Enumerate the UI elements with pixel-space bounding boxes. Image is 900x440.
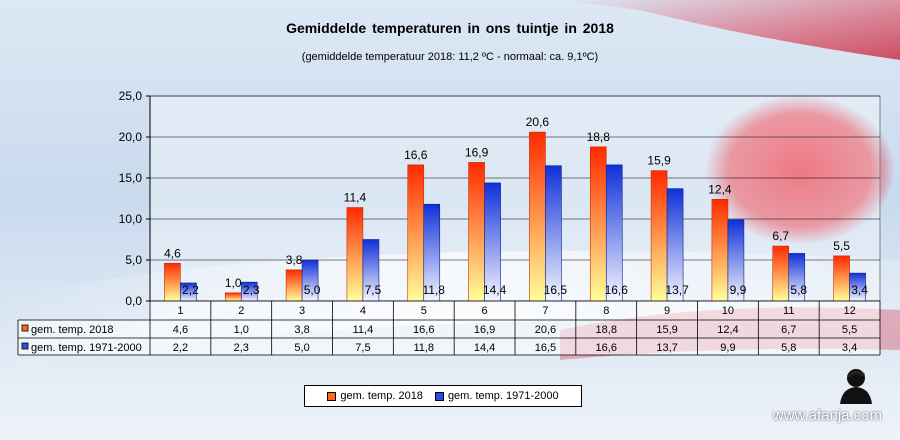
x-tick-label: 6 bbox=[482, 305, 488, 317]
table-cell: 13,7 bbox=[656, 342, 677, 354]
table-series-swatch bbox=[21, 342, 29, 350]
table-series-swatch bbox=[21, 324, 29, 332]
data-label-2018: 16,6 bbox=[404, 148, 428, 162]
bar-2018 bbox=[711, 199, 729, 302]
x-tick-label: 7 bbox=[542, 305, 548, 317]
table-cell: 16,6 bbox=[413, 324, 434, 336]
bar-2018 bbox=[468, 162, 485, 302]
table-cell: 4,6 bbox=[173, 324, 188, 336]
bar-2018 bbox=[833, 255, 850, 302]
data-label-normal: 16,5 bbox=[544, 283, 568, 297]
data-label-2018: 1,0 bbox=[225, 276, 242, 290]
data-label-normal: 14,4 bbox=[483, 283, 507, 297]
data-label-2018: 16,9 bbox=[465, 145, 489, 159]
y-tick-label: 25,0 bbox=[119, 89, 143, 103]
legend-swatch-normal bbox=[434, 391, 444, 401]
table-cell: 7,5 bbox=[355, 342, 370, 354]
data-label-2018: 15,9 bbox=[647, 154, 671, 168]
x-tick-label: 9 bbox=[664, 305, 670, 317]
table-cell: 18,8 bbox=[596, 324, 617, 336]
data-label-2018: 5,5 bbox=[833, 239, 850, 253]
data-label-normal: 7,5 bbox=[365, 283, 382, 297]
data-label-normal: 16,6 bbox=[605, 283, 629, 297]
table-cell: 2,2 bbox=[173, 342, 188, 354]
table-cell: 1,0 bbox=[234, 324, 249, 336]
data-label-2018: 18,8 bbox=[587, 130, 611, 144]
bar-2018 bbox=[772, 245, 790, 302]
x-tick-label: 12 bbox=[843, 305, 855, 317]
legend-item-normal: gem. temp. 1971-2000 bbox=[434, 390, 559, 402]
data-label-normal: 5,0 bbox=[304, 283, 321, 297]
table-cell: 15,9 bbox=[656, 324, 677, 336]
data-label-normal: 2,3 bbox=[243, 283, 260, 297]
table-cell: 16,5 bbox=[535, 342, 556, 354]
chart-title: Gemiddelde temperaturen in ons tuintje i… bbox=[286, 20, 614, 36]
y-tick-label: 0,0 bbox=[125, 294, 142, 308]
bar-2018 bbox=[529, 131, 546, 302]
table-cell: 20,6 bbox=[535, 324, 556, 336]
table-series-name: gem. temp. 2018 bbox=[31, 324, 114, 336]
legend-swatch-2018 bbox=[327, 391, 337, 401]
x-tick-label: 11 bbox=[783, 305, 794, 317]
chart-legend: gem. temp. 2018 gem. temp. 1971-2000 bbox=[304, 385, 582, 407]
bar-2018 bbox=[285, 269, 303, 302]
bar-normal bbox=[545, 165, 562, 302]
data-label-normal: 2,2 bbox=[182, 283, 199, 297]
y-tick-label: 20,0 bbox=[119, 130, 143, 144]
data-label-2018: 3,8 bbox=[286, 253, 303, 267]
y-tick-label: 5,0 bbox=[125, 253, 142, 267]
table-cell: 6,7 bbox=[781, 324, 796, 336]
data-label-2018: 6,7 bbox=[772, 229, 789, 243]
bar-2018 bbox=[164, 262, 181, 302]
data-label-normal: 9,9 bbox=[730, 283, 747, 297]
data-label-2018: 4,6 bbox=[164, 246, 181, 260]
y-tick-label: 10,0 bbox=[119, 212, 143, 226]
table-header-bg bbox=[18, 320, 150, 355]
table-cell: 2,3 bbox=[234, 342, 249, 354]
chart-subtitle: (gemiddelde temperatuur 2018: 11,2 ºC - … bbox=[301, 51, 599, 63]
table-cell: 5,0 bbox=[294, 342, 309, 354]
bar-normal bbox=[605, 164, 623, 302]
legend-item-2018: gem. temp. 2018 bbox=[327, 390, 423, 402]
table-cell: 12,4 bbox=[717, 324, 738, 336]
x-tick-label: 2 bbox=[238, 305, 244, 317]
table-cell: 14,4 bbox=[474, 342, 495, 354]
table-cell: 3,4 bbox=[842, 342, 857, 354]
bar-2018 bbox=[650, 170, 668, 302]
x-tick-label: 1 bbox=[177, 305, 183, 317]
bar-2018 bbox=[224, 292, 242, 302]
y-tick-label: 15,0 bbox=[119, 171, 143, 185]
x-tick-label: 8 bbox=[603, 305, 609, 317]
bar-2018 bbox=[589, 146, 607, 302]
data-label-normal: 3,4 bbox=[851, 283, 868, 297]
data-label-normal: 13,7 bbox=[665, 283, 689, 297]
silhouette-logo-icon bbox=[840, 369, 872, 404]
data-label-2018: 11,4 bbox=[344, 191, 367, 205]
table-cell: 11,8 bbox=[413, 342, 434, 354]
data-label-2018: 12,4 bbox=[708, 182, 732, 196]
x-tick-label: 10 bbox=[722, 305, 734, 317]
x-tick-label: 4 bbox=[360, 305, 366, 317]
table-cell: 16,6 bbox=[596, 342, 617, 354]
table-series-name: gem. temp. 1971-2000 bbox=[31, 342, 142, 354]
bar-2018 bbox=[346, 207, 364, 302]
x-tick-label: 5 bbox=[421, 305, 427, 317]
data-label-normal: 11,8 bbox=[423, 283, 446, 297]
x-tick-label: 3 bbox=[299, 305, 305, 317]
table-cell: 16,9 bbox=[474, 324, 495, 336]
data-label-normal: 5,8 bbox=[790, 283, 807, 297]
table-cell: 3,8 bbox=[294, 324, 309, 336]
legend-label-2018: gem. temp. 2018 bbox=[340, 390, 423, 402]
table-cell: 11,4 bbox=[353, 324, 374, 336]
watermark: www.afanja.com bbox=[772, 407, 882, 424]
plot-area bbox=[149, 95, 881, 302]
data-label-2018: 20,6 bbox=[526, 115, 550, 129]
bar-2018 bbox=[407, 164, 425, 302]
table-cell: 9,9 bbox=[720, 342, 735, 354]
legend-label-normal: gem. temp. 1971-2000 bbox=[447, 390, 559, 402]
table-cell: 5,5 bbox=[842, 324, 857, 336]
table-cell: 5,8 bbox=[781, 342, 796, 354]
